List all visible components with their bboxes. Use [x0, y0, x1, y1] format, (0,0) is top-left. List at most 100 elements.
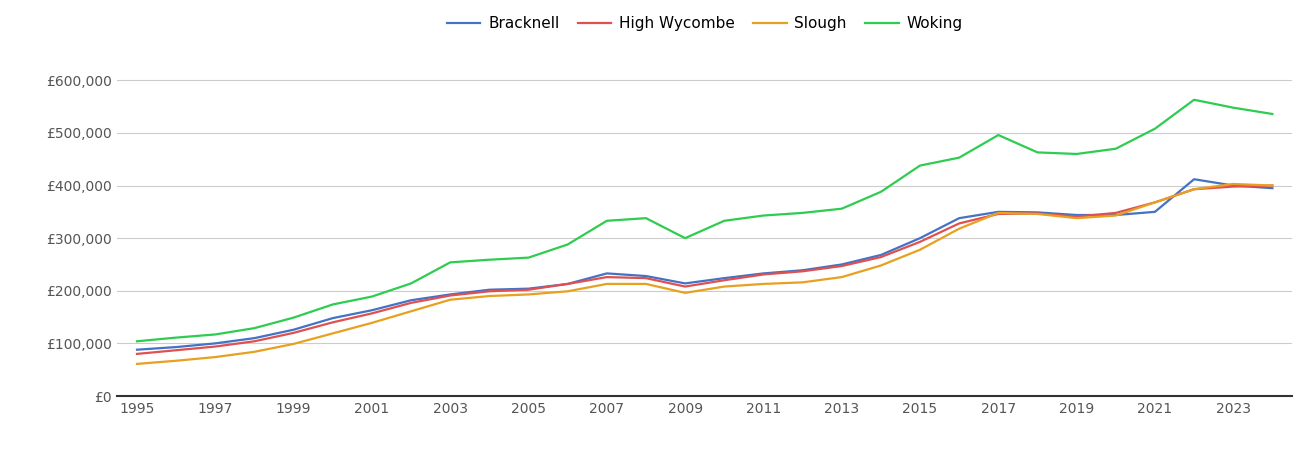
Woking — [521, 255, 536, 260]
Bracknell — [599, 271, 615, 276]
Line: High Wycombe: High Wycombe — [137, 185, 1272, 354]
Slough — [1147, 200, 1163, 205]
Line: Bracknell: Bracknell — [137, 179, 1272, 350]
Woking — [834, 206, 850, 211]
High Wycombe — [1186, 186, 1202, 192]
High Wycombe — [442, 293, 458, 298]
Woking — [129, 338, 145, 344]
High Wycombe — [482, 288, 497, 294]
Woking — [364, 294, 380, 299]
High Wycombe — [912, 239, 928, 244]
Slough — [442, 297, 458, 302]
Woking — [912, 163, 928, 168]
Slough — [521, 292, 536, 297]
Slough — [638, 281, 654, 287]
High Wycombe — [364, 310, 380, 316]
Bracknell — [168, 344, 184, 350]
Woking — [1030, 150, 1045, 155]
Bracknell — [442, 292, 458, 297]
Slough — [560, 288, 576, 294]
Bracknell — [795, 268, 810, 273]
Woking — [1225, 105, 1241, 110]
Bracknell — [756, 271, 771, 276]
Bracknell — [912, 235, 928, 241]
Bracknell — [1186, 176, 1202, 182]
Slough — [599, 281, 615, 287]
Woking — [442, 260, 458, 265]
Slough — [247, 349, 262, 355]
Woking — [325, 302, 341, 307]
High Wycombe — [1225, 184, 1241, 189]
High Wycombe — [286, 330, 301, 336]
Woking — [286, 315, 301, 320]
High Wycombe — [834, 263, 850, 269]
Line: Slough: Slough — [137, 184, 1272, 364]
Bracknell — [1147, 209, 1163, 215]
Bracknell — [990, 209, 1006, 215]
Slough — [1069, 216, 1084, 221]
Woking — [638, 216, 654, 221]
Woking — [677, 235, 693, 241]
Slough — [403, 309, 419, 314]
Slough — [1265, 183, 1280, 188]
High Wycombe — [716, 278, 732, 283]
Woking — [1265, 111, 1280, 117]
High Wycombe — [599, 274, 615, 280]
Bracknell — [1108, 212, 1124, 218]
High Wycombe — [247, 338, 262, 344]
High Wycombe — [677, 284, 693, 289]
Slough — [677, 290, 693, 296]
High Wycombe — [560, 281, 576, 287]
Bracknell — [482, 287, 497, 292]
High Wycombe — [1265, 183, 1280, 188]
Slough — [364, 320, 380, 325]
Bracknell — [677, 281, 693, 286]
Bracknell — [638, 273, 654, 279]
High Wycombe — [168, 347, 184, 353]
Bracknell — [403, 297, 419, 303]
Bracknell — [207, 341, 223, 346]
Woking — [716, 218, 732, 224]
Bracknell — [834, 262, 850, 267]
Slough — [716, 284, 732, 289]
Bracknell — [716, 275, 732, 281]
Woking — [403, 281, 419, 286]
High Wycombe — [1147, 200, 1163, 205]
High Wycombe — [990, 211, 1006, 216]
High Wycombe — [1108, 210, 1124, 216]
Slough — [1108, 213, 1124, 218]
Bracknell — [247, 335, 262, 341]
High Wycombe — [873, 254, 889, 260]
Woking — [207, 332, 223, 337]
Bracknell — [1225, 183, 1241, 188]
Slough — [795, 279, 810, 285]
Slough — [207, 354, 223, 360]
Bracknell — [129, 347, 145, 352]
High Wycombe — [129, 351, 145, 356]
High Wycombe — [325, 320, 341, 325]
Bracknell — [1069, 212, 1084, 218]
Legend: Bracknell, High Wycombe, Slough, Woking: Bracknell, High Wycombe, Slough, Woking — [441, 10, 968, 37]
Slough — [990, 210, 1006, 216]
Bracknell — [560, 281, 576, 287]
High Wycombe — [638, 275, 654, 281]
Slough — [482, 293, 497, 299]
Woking — [560, 242, 576, 247]
High Wycombe — [951, 220, 967, 226]
Bracknell — [1265, 185, 1280, 191]
Slough — [951, 226, 967, 231]
Slough — [1225, 181, 1241, 187]
Slough — [129, 361, 145, 367]
High Wycombe — [207, 344, 223, 349]
High Wycombe — [1069, 214, 1084, 219]
Slough — [873, 263, 889, 268]
High Wycombe — [1030, 211, 1045, 216]
Slough — [1030, 211, 1045, 216]
Woking — [1108, 146, 1124, 151]
Slough — [1186, 186, 1202, 192]
Woking — [795, 210, 810, 216]
Bracknell — [951, 216, 967, 221]
Woking — [951, 155, 967, 160]
High Wycombe — [403, 300, 419, 306]
High Wycombe — [756, 272, 771, 277]
